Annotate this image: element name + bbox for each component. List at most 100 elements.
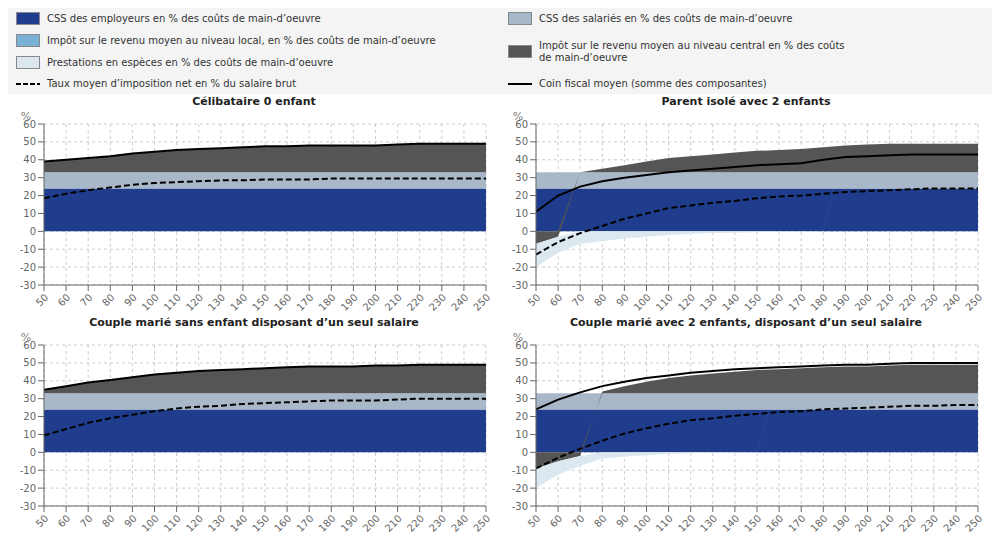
svg-text:0: 0 xyxy=(30,226,36,237)
svg-text:60: 60 xyxy=(548,513,565,530)
svg-text:-10: -10 xyxy=(512,244,528,255)
svg-text:20: 20 xyxy=(515,190,528,201)
svg-text:120: 120 xyxy=(184,513,205,534)
svg-text:210: 210 xyxy=(875,513,896,534)
svg-text:250: 250 xyxy=(471,513,492,534)
svg-text:240: 240 xyxy=(449,513,470,534)
svg-text:50: 50 xyxy=(34,292,51,309)
svg-text:60: 60 xyxy=(56,292,73,309)
svg-text:20: 20 xyxy=(23,190,36,201)
svg-text:150: 150 xyxy=(250,292,271,313)
svg-text:-20: -20 xyxy=(20,483,36,494)
svg-text:90: 90 xyxy=(614,513,631,530)
svg-text:-30: -30 xyxy=(512,501,528,512)
svg-text:200: 200 xyxy=(361,513,382,534)
svg-text:10: 10 xyxy=(23,208,36,219)
svg-text:160: 160 xyxy=(272,513,293,534)
svg-text:180: 180 xyxy=(808,292,829,313)
svg-text:140: 140 xyxy=(720,292,741,313)
svg-text:210: 210 xyxy=(383,292,404,313)
svg-text:190: 190 xyxy=(339,292,360,313)
svg-text:230: 230 xyxy=(919,513,940,534)
svg-text:50: 50 xyxy=(515,136,528,147)
svg-text:240: 240 xyxy=(449,292,470,313)
svg-text:150: 150 xyxy=(742,292,763,313)
svg-text:250: 250 xyxy=(471,292,492,313)
svg-text:100: 100 xyxy=(632,513,653,534)
svg-text:-30: -30 xyxy=(512,280,528,291)
svg-text:50: 50 xyxy=(526,292,543,309)
svg-text:130: 130 xyxy=(206,292,227,313)
svg-text:200: 200 xyxy=(853,292,874,313)
svg-text:0: 0 xyxy=(522,447,528,458)
svg-text:180: 180 xyxy=(316,513,337,534)
svg-text:10: 10 xyxy=(515,208,528,219)
svg-text:%: % xyxy=(513,110,523,123)
svg-text:190: 190 xyxy=(339,513,360,534)
svg-text:90: 90 xyxy=(614,292,631,309)
svg-text:150: 150 xyxy=(250,513,271,534)
svg-text:220: 220 xyxy=(897,513,918,534)
svg-text:200: 200 xyxy=(361,292,382,313)
svg-text:170: 170 xyxy=(786,513,807,534)
svg-text:240: 240 xyxy=(941,513,962,534)
svg-text:-10: -10 xyxy=(512,465,528,476)
svg-text:10: 10 xyxy=(23,429,36,440)
svg-text:250: 250 xyxy=(963,513,984,534)
svg-text:50: 50 xyxy=(515,357,528,368)
svg-text:90: 90 xyxy=(122,292,139,309)
svg-text:110: 110 xyxy=(162,513,183,534)
svg-text:190: 190 xyxy=(831,513,852,534)
svg-text:20: 20 xyxy=(23,411,36,422)
svg-text:140: 140 xyxy=(720,513,741,534)
svg-text:120: 120 xyxy=(676,513,697,534)
svg-text:160: 160 xyxy=(764,292,785,313)
svg-text:110: 110 xyxy=(654,513,675,534)
svg-text:160: 160 xyxy=(764,513,785,534)
svg-text:70: 70 xyxy=(570,513,587,530)
svg-text:130: 130 xyxy=(698,513,719,534)
svg-text:10: 10 xyxy=(515,429,528,440)
svg-text:%: % xyxy=(513,331,523,344)
svg-text:170: 170 xyxy=(294,292,315,313)
svg-text:0: 0 xyxy=(522,226,528,237)
svg-text:130: 130 xyxy=(206,513,227,534)
svg-text:110: 110 xyxy=(654,292,675,313)
svg-text:250: 250 xyxy=(963,292,984,313)
svg-text:100: 100 xyxy=(140,513,161,534)
svg-text:170: 170 xyxy=(786,292,807,313)
svg-text:-20: -20 xyxy=(20,262,36,273)
svg-text:120: 120 xyxy=(676,292,697,313)
svg-text:220: 220 xyxy=(405,513,426,534)
svg-text:210: 210 xyxy=(875,292,896,313)
svg-text:80: 80 xyxy=(100,292,117,309)
svg-text:170: 170 xyxy=(294,513,315,534)
svg-text:70: 70 xyxy=(78,292,95,309)
svg-text:30: 30 xyxy=(515,172,528,183)
svg-text:230: 230 xyxy=(427,292,448,313)
svg-text:0: 0 xyxy=(30,447,36,458)
svg-text:130: 130 xyxy=(698,292,719,313)
svg-text:200: 200 xyxy=(853,513,874,534)
svg-text:180: 180 xyxy=(808,513,829,534)
svg-text:30: 30 xyxy=(23,393,36,404)
svg-text:240: 240 xyxy=(941,292,962,313)
svg-text:190: 190 xyxy=(831,292,852,313)
svg-text:110: 110 xyxy=(162,292,183,313)
svg-text:50: 50 xyxy=(34,513,51,530)
svg-text:40: 40 xyxy=(515,154,528,165)
svg-text:-10: -10 xyxy=(20,244,36,255)
svg-text:60: 60 xyxy=(56,513,73,530)
svg-text:160: 160 xyxy=(272,292,293,313)
svg-text:70: 70 xyxy=(570,292,587,309)
svg-text:50: 50 xyxy=(526,513,543,530)
svg-text:30: 30 xyxy=(515,393,528,404)
svg-text:60: 60 xyxy=(548,292,565,309)
svg-text:-20: -20 xyxy=(512,483,528,494)
svg-text:-30: -30 xyxy=(20,280,36,291)
svg-text:80: 80 xyxy=(100,513,117,530)
svg-text:%: % xyxy=(21,331,31,344)
svg-text:50: 50 xyxy=(23,357,36,368)
svg-text:100: 100 xyxy=(632,292,653,313)
svg-text:40: 40 xyxy=(515,375,528,386)
